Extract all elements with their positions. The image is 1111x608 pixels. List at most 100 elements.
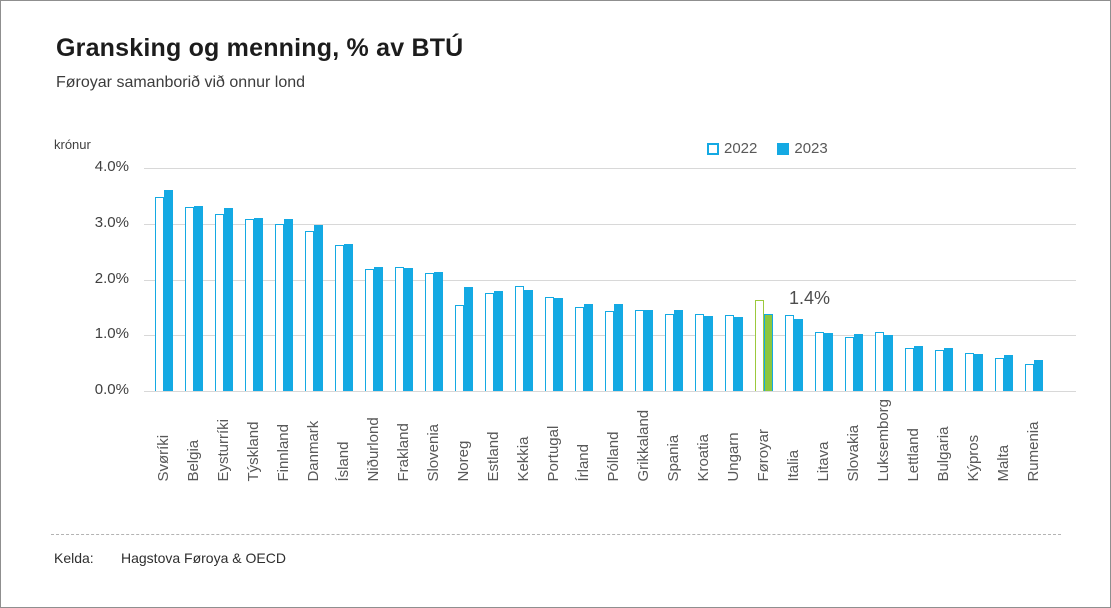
legend-item-2023[interactable]: 2023 (777, 140, 828, 157)
bar-group (755, 300, 773, 391)
bar-2022[interactable] (815, 332, 824, 391)
bar-2023[interactable] (554, 298, 563, 391)
bar-group (935, 348, 953, 391)
category-label-cell: Eysturríki (215, 399, 233, 482)
category-label: Ísland (335, 441, 352, 482)
category-label: Spania (665, 434, 682, 482)
bar-2023[interactable] (284, 218, 293, 391)
bar-2023[interactable] (1034, 360, 1043, 391)
bar-2022[interactable] (575, 306, 584, 391)
bar-2023[interactable] (524, 290, 533, 391)
bar-2022[interactable] (305, 231, 314, 391)
category-label: Pólland (605, 431, 622, 482)
bar-2023[interactable] (374, 267, 383, 391)
bar-2022[interactable] (845, 336, 854, 391)
bar-2023[interactable] (434, 271, 443, 391)
source-value: Hagstova Føroya & OECD (121, 550, 286, 566)
gridline (144, 391, 1076, 392)
bar-group (275, 218, 293, 391)
bar-2023[interactable] (224, 208, 233, 391)
bar-2022[interactable] (635, 309, 644, 391)
category-label: Slovenia (425, 424, 442, 482)
bar-2022[interactable] (965, 352, 974, 391)
bar-2022[interactable] (155, 197, 164, 391)
bar-2023[interactable] (974, 353, 983, 391)
bar-group (725, 315, 743, 391)
bar-2022[interactable] (995, 358, 1004, 391)
bar-2022[interactable] (605, 311, 614, 391)
bar-2023[interactable] (704, 315, 713, 391)
bar-group (815, 332, 833, 391)
bar-2023[interactable] (314, 224, 323, 391)
category-label-cell: Spania (665, 399, 683, 482)
bar-2022[interactable] (515, 286, 524, 391)
category-label-cell: Luksemborg (875, 399, 893, 482)
bar-2022[interactable] (785, 315, 794, 391)
bar-2023[interactable] (914, 345, 923, 391)
bar-2023[interactable] (404, 268, 413, 391)
bar-2023[interactable] (884, 335, 893, 391)
bar-2022[interactable] (185, 207, 194, 391)
bar-2023[interactable] (254, 218, 263, 391)
bar-2022[interactable] (245, 219, 254, 391)
gridline (144, 223, 1076, 225)
category-label-cell: Danmark (305, 399, 323, 482)
category-label: Slovakia (845, 424, 862, 482)
bar-2022[interactable] (755, 300, 764, 391)
category-label: Niðurlond (365, 417, 382, 482)
category-label-cell: Noreg (455, 399, 473, 482)
bar-2022[interactable] (905, 347, 914, 391)
bar-2023[interactable] (494, 290, 503, 391)
bar-2023[interactable] (794, 318, 803, 391)
bar-2022[interactable] (725, 315, 734, 391)
bar-2022[interactable] (275, 223, 284, 391)
category-label-cell: Italia (785, 399, 803, 482)
bar-2022[interactable] (425, 272, 434, 391)
bar-2022[interactable] (455, 304, 464, 391)
bar-2022[interactable] (695, 314, 704, 391)
category-label: Rumenia (1025, 421, 1042, 482)
bar-2023[interactable] (464, 287, 473, 391)
bar-group (965, 352, 983, 391)
bar-2023[interactable] (674, 310, 683, 391)
bar-2023[interactable] (734, 316, 743, 391)
bar-2023[interactable] (944, 348, 953, 391)
category-label-cell: Týskland (245, 399, 263, 482)
bar-2022[interactable] (215, 213, 224, 391)
bar-2023[interactable] (614, 304, 623, 391)
bar-2023[interactable] (1004, 354, 1013, 391)
bar-2022[interactable] (395, 266, 404, 391)
bar-2023[interactable] (344, 243, 353, 391)
category-label: Írland (575, 444, 592, 482)
bar-2022[interactable] (665, 314, 674, 391)
bar-2022[interactable] (335, 244, 344, 391)
bar-group (155, 190, 173, 391)
bar-group (605, 304, 623, 391)
legend-label-2022: 2022 (724, 140, 758, 157)
bar-2023[interactable] (644, 310, 653, 391)
category-label-cell: Lettland (905, 399, 923, 481)
bar-2022[interactable] (365, 269, 374, 391)
bar-2023[interactable] (194, 205, 203, 391)
bar-group (455, 287, 473, 391)
bar-2023[interactable] (824, 333, 833, 391)
legend-item-2022[interactable]: 2022 (707, 140, 757, 157)
legend-swatch-outline-icon (707, 142, 719, 155)
bar-2022[interactable] (485, 293, 494, 391)
category-label-cell: Ungarn (725, 399, 743, 481)
bar-group (995, 354, 1013, 391)
bar-group (215, 208, 233, 391)
bar-2022[interactable] (1025, 364, 1034, 391)
bar-2023[interactable] (764, 314, 773, 391)
category-label-cell: Kekkia (515, 399, 533, 482)
bar-group (695, 314, 713, 391)
bar-2022[interactable] (935, 350, 944, 391)
category-label-cell: Slovenia (425, 399, 443, 482)
y-tick-label: 1.0% (94, 325, 129, 343)
category-label: Kroatia (695, 434, 712, 482)
bar-2023[interactable] (854, 333, 863, 391)
bar-2023[interactable] (164, 190, 173, 391)
bar-2022[interactable] (875, 331, 884, 391)
bar-2023[interactable] (584, 304, 593, 391)
bar-2022[interactable] (545, 297, 554, 391)
